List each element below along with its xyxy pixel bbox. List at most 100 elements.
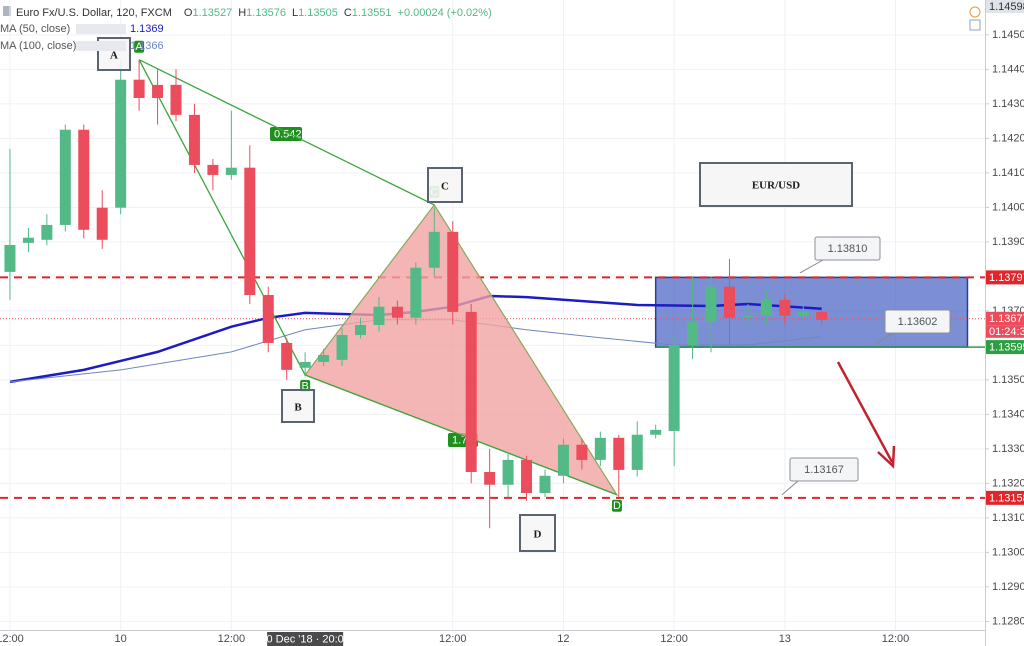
candle-body	[557, 444, 569, 476]
header-part: C	[344, 7, 352, 19]
candle-body	[244, 167, 256, 295]
point-label: C	[441, 181, 449, 193]
pattern-point-label: D	[613, 500, 621, 512]
y-tick-label: 1.14400	[992, 63, 1024, 75]
y-tick-label: 1.13300	[992, 443, 1024, 455]
pair-box	[699, 162, 853, 207]
pattern-point	[611, 499, 622, 512]
candle-body	[687, 321, 699, 346]
candle-body	[59, 129, 71, 225]
header-part: 1.13576	[246, 7, 286, 19]
y-tick-label: 1.14300	[992, 98, 1024, 110]
header-part: Euro Fx/U.S. Dollar, 120, FXCM	[16, 7, 172, 19]
callout-box	[884, 309, 951, 334]
callout-leader	[781, 480, 799, 496]
y-tick-label: 1.12900	[992, 581, 1024, 593]
candle-body	[594, 437, 606, 460]
x-tick-label: 10	[115, 633, 127, 645]
candle-body	[262, 294, 274, 343]
point-label: D	[534, 529, 542, 541]
candle-body	[760, 299, 772, 316]
x-tick-label: 12	[557, 633, 569, 645]
candle-body	[207, 164, 219, 175]
candle-body	[723, 286, 735, 318]
point-box	[519, 514, 556, 552]
x-tick-label: 12:00	[218, 633, 246, 645]
candle-body	[779, 299, 791, 316]
legend-icons[interactable]	[76, 24, 126, 34]
candle-body	[428, 231, 440, 268]
countdown-box	[986, 325, 1024, 338]
level-tag	[986, 490, 1024, 505]
candle-body	[539, 475, 551, 494]
ratio-label: 0.542	[274, 128, 302, 140]
ratio-tag	[270, 127, 302, 141]
callout-leader	[874, 332, 894, 346]
legend-name: MA (50, close)	[0, 23, 70, 35]
settings-icon[interactable]	[969, 19, 981, 31]
candle-body	[484, 471, 496, 485]
top-marker-tag	[986, 0, 1024, 13]
candle-body	[521, 459, 533, 494]
callout-label: 1.13602	[898, 316, 938, 328]
candle-body	[170, 84, 182, 115]
y-tick-label: 1.13500	[992, 374, 1024, 386]
callout-label: 1.13167	[804, 464, 844, 476]
legend-value: 1.1369	[130, 23, 164, 35]
candle-body	[152, 84, 164, 98]
arrow-head	[877, 445, 896, 469]
callout-leader	[799, 259, 824, 274]
y-tick-label: 1.14500	[992, 29, 1024, 41]
header-part: O	[184, 7, 193, 19]
pattern-point-label: B	[301, 380, 308, 392]
level-tag-label: 1.13797	[989, 272, 1024, 284]
point-box	[281, 389, 315, 423]
candle-body	[613, 437, 625, 470]
candle-body	[650, 429, 662, 435]
y-tick-label: 1.14200	[992, 132, 1024, 144]
candle-body	[391, 306, 403, 318]
candle-body	[668, 345, 680, 431]
zone-tag	[986, 340, 1024, 355]
point-label: B	[294, 402, 302, 414]
candle-body	[705, 286, 717, 322]
callout-box	[814, 236, 881, 261]
callout-label: 1.13810	[828, 243, 868, 255]
point-label: A	[110, 50, 118, 62]
arrow	[836, 361, 894, 463]
y-tick-label: 1.13400	[992, 408, 1024, 420]
candle-body	[225, 167, 237, 175]
candle-body	[22, 237, 34, 243]
x-tick-label: 13	[779, 633, 791, 645]
x-tick-label: 12:00	[660, 633, 688, 645]
candle-body	[410, 267, 422, 318]
candle-body	[502, 459, 514, 485]
pattern-leg	[138, 59, 435, 206]
point-box	[427, 167, 463, 203]
callout-box	[789, 457, 859, 482]
header-part: 1.13527	[192, 7, 232, 19]
symbol-icon[interactable]	[3, 6, 11, 16]
legend-name: MA (100, close)	[0, 40, 76, 52]
countdown: 01:24:33	[989, 326, 1024, 338]
candle-body	[797, 311, 809, 316]
level-tag	[986, 270, 1024, 285]
crosshair-tag	[267, 632, 344, 646]
candle-body	[742, 315, 754, 318]
legend-icons[interactable]	[76, 41, 126, 51]
candle-body	[373, 306, 385, 326]
header-part: H	[238, 7, 246, 19]
y-tick-label: 1.13900	[992, 236, 1024, 248]
candle-body	[318, 355, 330, 362]
clock-icon[interactable]	[969, 6, 981, 18]
y-tick-label: 1.13000	[992, 546, 1024, 558]
pattern-point	[134, 40, 145, 53]
candle-body	[4, 244, 16, 272]
header-part: 1.13505	[298, 7, 338, 19]
candle-body	[41, 224, 53, 240]
crosshair-label: 10 Dec '18 · 20:00	[260, 633, 350, 645]
header-part: 1.13551	[352, 7, 392, 19]
candle-body	[465, 311, 477, 472]
